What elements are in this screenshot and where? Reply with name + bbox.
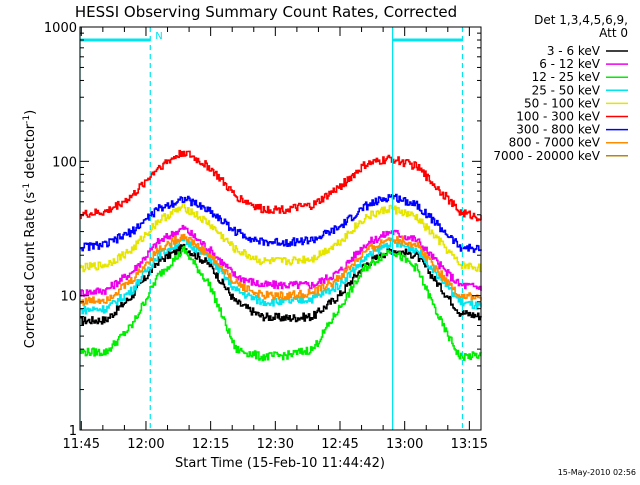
x-tick-label: 12:30 <box>257 437 294 452</box>
series-line-4 <box>80 202 482 273</box>
y-tick-label: 1000 <box>44 21 77 36</box>
y-axis-label-sup-2: -1 <box>22 115 32 124</box>
y-axis-label: Corrected Count Rate (s-1 detector-1) <box>22 110 38 348</box>
y-axis-label-sup-1: -1 <box>22 183 32 192</box>
x-tick-label: 12:45 <box>321 437 358 452</box>
legend-label-1: 6 - 12 keV <box>539 57 601 71</box>
legend-label-4: 50 - 100 keV <box>524 96 601 110</box>
legend-label-0: 3 - 6 keV <box>547 44 601 58</box>
chart-title: HESSI Observing Summary Count Rates, Cor… <box>75 3 457 21</box>
legend-label-7: 800 - 7000 keV <box>509 136 601 150</box>
y-axis: 1 10 100 1000 <box>44 21 481 439</box>
legend-header-line-2: Att 0 <box>599 26 628 40</box>
night-label: N <box>155 31 162 42</box>
plot-frame <box>79 26 482 431</box>
legend-label-2: 12 - 25 keV <box>532 70 601 84</box>
series-line-2 <box>80 245 482 362</box>
x-tick-label: 11:45 <box>63 437 100 452</box>
plot-series-group <box>80 149 482 362</box>
series-line-7 <box>80 233 482 306</box>
x-axis-label: Start Time (15-Feb-10 11:44:42) <box>175 456 385 471</box>
series-line-5 <box>80 149 482 222</box>
legend-label-8: 7000 - 20000 keV <box>493 149 600 163</box>
series-line-3 <box>80 236 482 315</box>
series-line-0 <box>80 243 482 325</box>
x-tick-label: 13:00 <box>386 437 423 452</box>
legend-label-5: 100 - 300 keV <box>516 110 600 124</box>
x-tick-label: 12:00 <box>127 437 164 452</box>
x-tick-label: 12:15 <box>192 437 229 452</box>
series-line-6 <box>80 193 482 253</box>
y-tick-label: 1 <box>69 424 77 439</box>
x-axis: 11:45 12:00 12:15 12:30 12:45 13:00 13:15 <box>63 27 488 452</box>
y-axis-label-main: Corrected Count Rate (s <box>23 192 38 349</box>
legend-label-3: 25 - 50 keV <box>532 83 601 97</box>
y-tick-label: 10 <box>60 290 77 305</box>
legend-label-6: 300 - 800 keV <box>516 123 600 137</box>
y-tick-label: 100 <box>52 155 77 170</box>
series-line-1 <box>80 224 482 297</box>
footer-timestamp: 15-May-2010 02:56 <box>558 468 636 477</box>
y-axis-label-mid: detector <box>23 123 38 183</box>
legend-header-line-1: Det 1,3,4,5,6,9, <box>534 13 628 27</box>
x-tick-label: 13:15 <box>451 437 488 452</box>
y-axis-label-end: ) <box>23 110 38 115</box>
